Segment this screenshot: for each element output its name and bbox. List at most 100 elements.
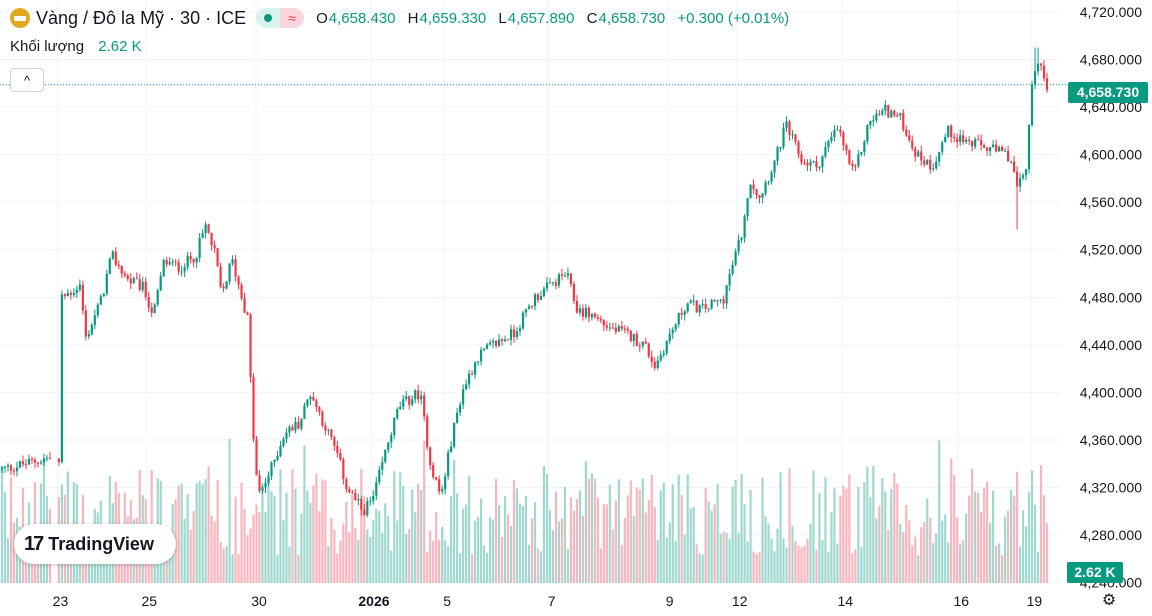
volume-bar: [318, 511, 321, 583]
volume-bar: [905, 504, 908, 583]
candle-body: [890, 110, 893, 118]
candle-body: [914, 148, 917, 157]
volume-bar: [686, 474, 689, 583]
candle-body: [384, 449, 387, 463]
volume-bar: [1033, 504, 1037, 583]
candle-body: [749, 184, 752, 199]
candle-body: [686, 303, 689, 312]
volume-bar: [264, 511, 267, 583]
candle-body: [881, 110, 884, 115]
candle-body: [824, 147, 827, 157]
volume-bar: [267, 473, 270, 583]
candle-body: [204, 224, 207, 234]
tradingview-logo-icon: 17: [24, 532, 44, 555]
candle-body: [264, 482, 267, 488]
volume-bar: [614, 500, 617, 583]
last-volume-label: 2.62 K: [1067, 562, 1123, 583]
candle-body: [887, 104, 890, 118]
candle-body: [758, 195, 761, 198]
candle-body: [1036, 63, 1040, 72]
volume-bar: [506, 514, 510, 583]
volume-bar: [369, 537, 372, 583]
gold-symbol-icon: [10, 8, 30, 28]
volume-bar: [596, 497, 599, 583]
price-tick-label: 4,520.000: [1080, 242, 1142, 258]
volume-bar: [417, 483, 420, 583]
volume-bar: [231, 554, 234, 583]
symbol-title[interactable]: Vàng / Đô la Mỹ · 30 · ICE: [36, 7, 247, 28]
volume-bar: [1036, 551, 1040, 583]
volume-bar: [342, 523, 345, 583]
candle-body: [695, 300, 698, 313]
candle-body: [288, 426, 291, 433]
price-tick-label: 4,440.000: [1080, 337, 1142, 353]
volume-bar: [435, 512, 438, 583]
candle-body: [168, 262, 171, 265]
volume-bar: [198, 480, 201, 583]
candle-body: [240, 284, 243, 299]
volume-bar: [980, 511, 983, 583]
candle-body: [66, 293, 69, 297]
tradingview-logo[interactable]: 17 TradingView: [14, 524, 176, 564]
volume-bar: [935, 533, 938, 583]
candle-body: [207, 224, 210, 233]
volume-bar: [848, 474, 851, 583]
candle-body: [818, 166, 821, 168]
settings-gear-icon[interactable]: ⚙: [1101, 592, 1117, 609]
candle-body: [851, 163, 854, 167]
volume-bar: [680, 494, 683, 583]
candle-body: [923, 160, 926, 165]
candle-body: [557, 274, 561, 286]
volume-bar: [189, 529, 192, 583]
candle-body: [96, 304, 99, 316]
volume-bar: [1018, 546, 1022, 583]
candle-body: [836, 129, 839, 131]
candle-body: [36, 462, 40, 464]
volume-bar: [932, 543, 935, 583]
candle-body: [261, 487, 264, 491]
candle-body: [650, 356, 653, 362]
volume-bar: [390, 550, 393, 583]
volume-bar: [306, 490, 309, 583]
volume-bar: [270, 491, 273, 583]
volume-bar: [339, 540, 342, 583]
candle-body: [692, 300, 695, 302]
candle-body: [590, 313, 593, 318]
collapse-legend-button[interactable]: ^: [10, 68, 44, 92]
price-tick-label: 4,480.000: [1080, 289, 1142, 305]
volume-bar: [587, 478, 590, 583]
candle-body: [620, 326, 623, 329]
candle-body: [123, 273, 126, 276]
volume-bar: [692, 506, 695, 583]
volume-bar: [186, 493, 189, 583]
candle-body: [641, 341, 644, 347]
volume-bar: [578, 490, 581, 583]
volume-bar: [997, 543, 1001, 583]
volume-bar: [426, 551, 429, 583]
volume-bar: [309, 502, 312, 583]
volume-bar: [806, 538, 809, 583]
status-pill[interactable]: ≈: [256, 8, 305, 28]
volume-bar: [977, 492, 980, 583]
volume-bar: [809, 523, 812, 583]
price-axis: 4,720.000 4,680.000 4,640.000 4,600.000 4,56…: [1080, 4, 1142, 591]
volume-label[interactable]: Khối lượng: [10, 38, 85, 55]
candle-body: [656, 360, 659, 368]
candle-body: [800, 154, 803, 163]
candle-body: [282, 439, 285, 447]
candle-body: [402, 399, 405, 407]
candle-body: [105, 273, 108, 294]
volume-bar: [1027, 491, 1031, 583]
candle-body: [270, 462, 273, 477]
volume-bar: [479, 498, 483, 583]
volume-bar: [866, 466, 869, 583]
candle-body: [983, 145, 986, 148]
candle-body: [704, 303, 707, 309]
volume-bar: [312, 485, 315, 583]
price-tick-label: 4,680.000: [1080, 51, 1142, 67]
candle-body: [45, 457, 49, 459]
volume-bar: [201, 484, 204, 583]
candle-body: [135, 278, 138, 280]
volume-bar: [638, 489, 641, 583]
